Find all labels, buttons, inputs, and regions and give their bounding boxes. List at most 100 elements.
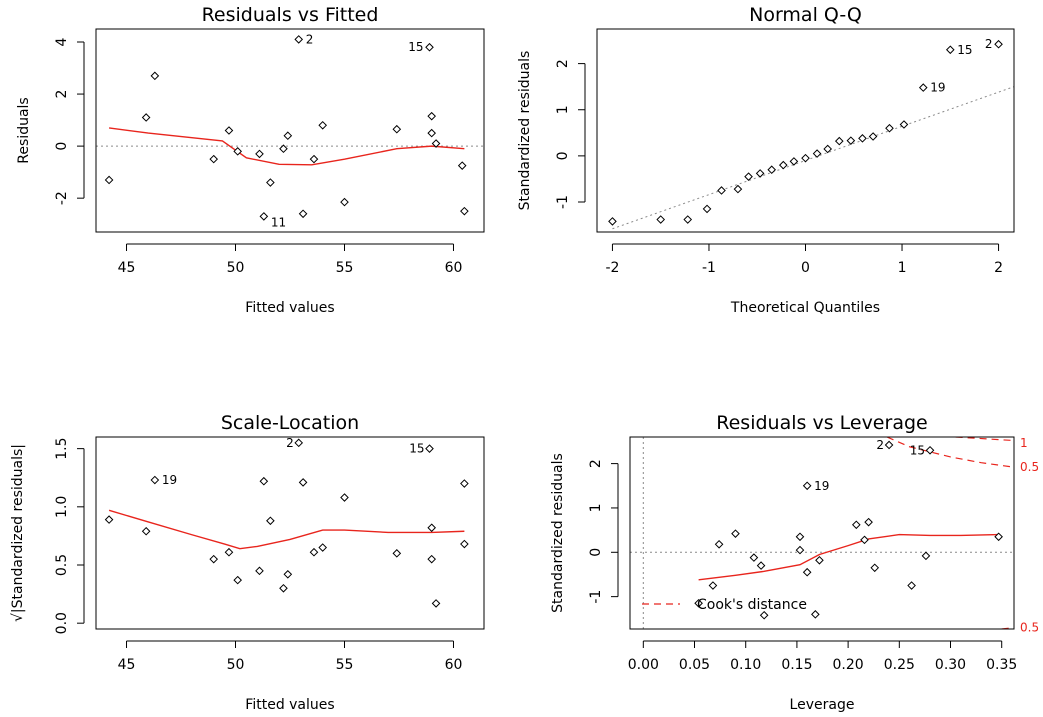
data-point: [759, 610, 769, 620]
data-point: [309, 547, 319, 557]
x-tick-label: 55: [336, 260, 354, 276]
x-tick-label: 50: [227, 657, 245, 673]
plot-area: [104, 438, 469, 608]
y-tick-label: 1: [555, 105, 571, 114]
data-point: [683, 215, 693, 224]
x-tick-label: 0.10: [730, 657, 761, 673]
data-point: [224, 547, 234, 557]
data-point: [801, 153, 810, 163]
data-point: [918, 83, 928, 92]
point-label: 19: [162, 473, 177, 487]
chart-title: Residuals vs Leverage: [716, 412, 927, 434]
data-point: [870, 563, 880, 573]
point-label: 15: [408, 40, 423, 54]
x-tick-label: 60: [445, 657, 463, 673]
data-point: [815, 555, 824, 565]
data-point: [298, 209, 308, 219]
x-axis: 45 50 55 60: [118, 640, 463, 673]
data-point: [298, 478, 308, 487]
x-axis-label: Theoretical Quantiles: [730, 300, 880, 316]
data-point: [340, 493, 349, 502]
x-axis: 45 50 55 60: [118, 243, 463, 276]
data-point: [860, 535, 869, 545]
data-point: [209, 554, 219, 564]
plot-frame: [95, 28, 485, 233]
data-point: [694, 598, 703, 608]
data-point: [733, 184, 743, 194]
chart-title: Normal Q-Q: [749, 4, 862, 26]
y-axis-label: Residuals: [16, 97, 32, 163]
y-tick-label: 0: [588, 548, 604, 557]
data-point: [756, 561, 766, 570]
data-point: [392, 124, 402, 134]
data-point: [656, 215, 666, 224]
panel-1: Residuals vs Fitted Fitted values Residual…: [16, 4, 485, 316]
x-tick-label: -1: [702, 260, 716, 276]
y-tick-label: 4: [54, 37, 70, 46]
y-tick-label: -1: [588, 590, 604, 604]
panel-4: Residuals vs Leverage Leverage Standardize…: [550, 412, 1039, 713]
y-axis-label: Standardized residuals: [517, 51, 533, 211]
y-tick-label: 0: [555, 151, 571, 160]
data-point: [755, 169, 765, 178]
data-point: [294, 438, 304, 448]
data-point: [795, 545, 805, 555]
plot-area: [96, 35, 484, 221]
x-tick-label: 55: [336, 657, 354, 673]
x-tick-label: 45: [118, 657, 136, 673]
x-tick-label: 0.00: [628, 657, 659, 673]
y-tick-label: 0.0: [54, 612, 70, 634]
data-point: [425, 444, 434, 453]
data-point: [294, 35, 304, 44]
data-point: [427, 128, 436, 138]
plot-frame: [629, 436, 1015, 630]
data-point: [233, 575, 242, 585]
x-tick-label: 0.05: [679, 657, 710, 673]
data-point: [224, 126, 234, 135]
smoother-line: [108, 509, 465, 550]
y-axis: 0.0 0.5 1.0 1.5: [54, 438, 85, 634]
data-point: [921, 551, 931, 561]
data-point: [340, 197, 349, 207]
panel-2: Normal Q-Q Theoretical Quantiles Standardi…: [517, 4, 1015, 316]
x-tick-label: 50: [227, 260, 245, 276]
data-point: [427, 111, 436, 121]
data-point: [846, 136, 856, 145]
plot-frame: [596, 28, 1015, 233]
data-point: [868, 132, 878, 141]
data-point: [283, 570, 293, 579]
data-point: [427, 554, 436, 564]
data-point: [731, 529, 740, 538]
data-point: [209, 154, 219, 164]
y-tick-label: 2: [555, 59, 571, 68]
data-point: [884, 440, 894, 450]
x-axis: -2 -1 0 1 2: [605, 243, 1003, 276]
cooks-contour-label: 0.5: [1020, 460, 1039, 474]
data-point: [233, 147, 242, 156]
data-point: [427, 523, 436, 533]
x-axis-label: Fitted values: [245, 697, 334, 713]
x-tick-label: 60: [445, 260, 463, 276]
chart-title: Scale-Location: [221, 412, 359, 434]
point-label: 2: [286, 436, 294, 450]
legend-label: Cook's distance: [697, 597, 807, 613]
data-point: [994, 532, 1003, 542]
y-tick-label: 1.0: [54, 496, 70, 518]
data-point: [811, 610, 820, 619]
y-axis: -2 0 2 4: [54, 37, 85, 205]
legend: Cook's distance: [642, 597, 807, 613]
data-point: [864, 517, 873, 527]
y-axis: -1 0 1 2: [555, 59, 586, 209]
data-point: [457, 161, 467, 170]
data-point: [899, 120, 909, 129]
data-point: [708, 581, 718, 590]
x-tick-label: 1: [898, 260, 907, 276]
y-axis: -1 0 1 2: [588, 459, 619, 604]
x-tick-label: 0.15: [781, 657, 812, 673]
data-point: [702, 204, 712, 214]
x-tick-label: 0.25: [884, 657, 915, 673]
data-point: [318, 543, 328, 552]
x-axis-label: Leverage: [790, 697, 855, 713]
chart-title: Residuals vs Fitted: [202, 4, 379, 26]
